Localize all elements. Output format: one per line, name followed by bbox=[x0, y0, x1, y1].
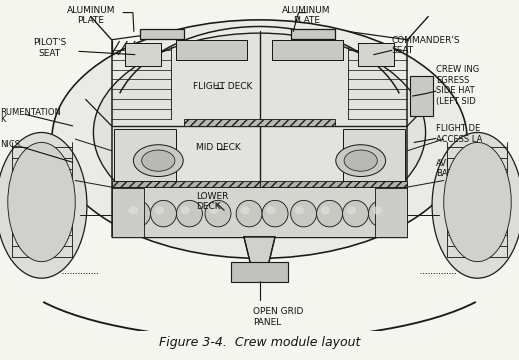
Ellipse shape bbox=[52, 20, 467, 258]
Bar bbox=[231, 262, 288, 282]
Polygon shape bbox=[125, 43, 161, 66]
Ellipse shape bbox=[343, 201, 368, 227]
Text: CREW ING
EGRESS
SIDE HAT
(LEFT SID: CREW ING EGRESS SIDE HAT (LEFT SID bbox=[436, 66, 479, 105]
Text: FLIGHT DE
ACCESS LA: FLIGHT DE ACCESS LA bbox=[436, 124, 482, 144]
Ellipse shape bbox=[317, 201, 343, 227]
Ellipse shape bbox=[93, 33, 426, 232]
Polygon shape bbox=[244, 237, 275, 280]
Ellipse shape bbox=[291, 201, 317, 227]
Ellipse shape bbox=[432, 132, 519, 278]
Ellipse shape bbox=[151, 201, 176, 227]
Text: Figure 3-4.  Crew module layout: Figure 3-4. Crew module layout bbox=[159, 336, 360, 349]
Ellipse shape bbox=[236, 201, 262, 227]
Text: FLIGHT DECK: FLIGHT DECK bbox=[193, 82, 252, 91]
Circle shape bbox=[142, 150, 175, 171]
Circle shape bbox=[344, 150, 377, 171]
Text: LOWER
DECK: LOWER DECK bbox=[196, 192, 228, 211]
Text: NICS: NICS bbox=[0, 140, 20, 149]
Ellipse shape bbox=[295, 206, 304, 215]
Text: AVI
BA: AVI BA bbox=[436, 158, 449, 178]
Ellipse shape bbox=[373, 206, 382, 215]
Bar bbox=[184, 118, 335, 126]
Bar bbox=[260, 181, 407, 187]
Ellipse shape bbox=[240, 206, 250, 215]
Bar bbox=[291, 29, 335, 39]
Bar bbox=[140, 29, 184, 39]
Ellipse shape bbox=[444, 143, 511, 262]
Ellipse shape bbox=[266, 206, 276, 215]
Circle shape bbox=[133, 145, 183, 176]
Ellipse shape bbox=[125, 201, 151, 227]
Text: ALUMINUM
PLATE: ALUMINUM PLATE bbox=[282, 6, 331, 25]
Ellipse shape bbox=[129, 206, 138, 215]
Ellipse shape bbox=[181, 206, 190, 215]
Bar bbox=[343, 129, 405, 180]
Text: PILOT'S
SEAT: PILOT'S SEAT bbox=[33, 38, 66, 58]
Polygon shape bbox=[358, 43, 394, 66]
Text: OPEN GRID
PANEL: OPEN GRID PANEL bbox=[253, 307, 304, 327]
Ellipse shape bbox=[8, 143, 75, 262]
Bar bbox=[375, 188, 407, 237]
Bar bbox=[176, 40, 247, 60]
Bar bbox=[112, 181, 260, 187]
Bar bbox=[112, 187, 407, 237]
Ellipse shape bbox=[205, 201, 231, 227]
Bar bbox=[112, 188, 144, 237]
Ellipse shape bbox=[155, 206, 164, 215]
Text: ALUMINUM
PLATE: ALUMINUM PLATE bbox=[66, 6, 115, 25]
Text: K: K bbox=[0, 116, 6, 125]
Bar bbox=[410, 76, 433, 116]
Text: MID DECK: MID DECK bbox=[196, 143, 241, 152]
Ellipse shape bbox=[368, 201, 394, 227]
Circle shape bbox=[336, 145, 386, 176]
Ellipse shape bbox=[0, 132, 87, 278]
Bar bbox=[272, 40, 343, 60]
Ellipse shape bbox=[347, 206, 356, 215]
Ellipse shape bbox=[176, 201, 202, 227]
Bar bbox=[114, 129, 176, 180]
Text: RUMENTATION: RUMENTATION bbox=[0, 108, 61, 117]
Ellipse shape bbox=[321, 206, 330, 215]
Text: COMMANDER'S
SEAT: COMMANDER'S SEAT bbox=[392, 36, 460, 55]
Ellipse shape bbox=[262, 201, 288, 227]
Ellipse shape bbox=[209, 206, 218, 215]
